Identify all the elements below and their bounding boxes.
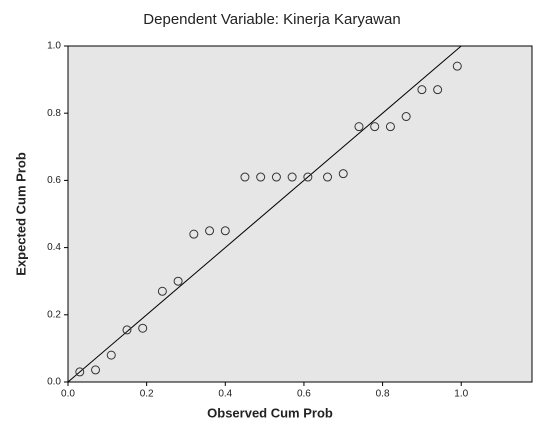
point <box>256 172 266 182</box>
x-tick-label: 1.0 <box>454 389 468 400</box>
point <box>303 172 313 182</box>
point <box>138 323 148 333</box>
reference-line <box>67 45 462 383</box>
y-tick-label: 0.0 <box>47 377 61 388</box>
point <box>385 122 395 132</box>
point <box>338 169 348 179</box>
y-tick-label: 0.6 <box>47 175 61 186</box>
point <box>75 367 85 377</box>
point <box>417 85 427 95</box>
x-tick-label: 0.8 <box>376 389 390 400</box>
chart-title: Dependent Variable: Kinerja Karyawan <box>143 11 400 28</box>
y-tick-label: 1.0 <box>47 41 61 52</box>
point <box>240 172 250 182</box>
point <box>287 172 297 182</box>
y-axis-label: Expected Cum Prob <box>13 152 28 276</box>
y-tick-label: 0.4 <box>47 242 61 253</box>
point <box>323 172 333 182</box>
point <box>205 226 215 236</box>
point <box>189 229 199 239</box>
plot-area <box>67 45 533 383</box>
y-tick-label: 0.2 <box>47 309 61 320</box>
point <box>433 85 443 95</box>
point <box>91 365 101 375</box>
x-tick-label: 0.4 <box>218 389 232 400</box>
point <box>173 276 183 286</box>
x-tick-label: 0.2 <box>140 389 154 400</box>
x-axis-label: Observed Cum Prob <box>207 405 333 420</box>
point <box>106 350 116 360</box>
y-tick-label: 0.8 <box>47 108 61 119</box>
point <box>122 325 132 335</box>
point <box>271 172 281 182</box>
x-tick-label: 0.0 <box>61 389 75 400</box>
point <box>354 122 364 132</box>
point <box>157 286 167 296</box>
point <box>452 61 462 71</box>
point <box>220 226 230 236</box>
x-tick-label: 0.6 <box>297 389 311 400</box>
point <box>370 122 380 132</box>
point <box>401 112 411 122</box>
